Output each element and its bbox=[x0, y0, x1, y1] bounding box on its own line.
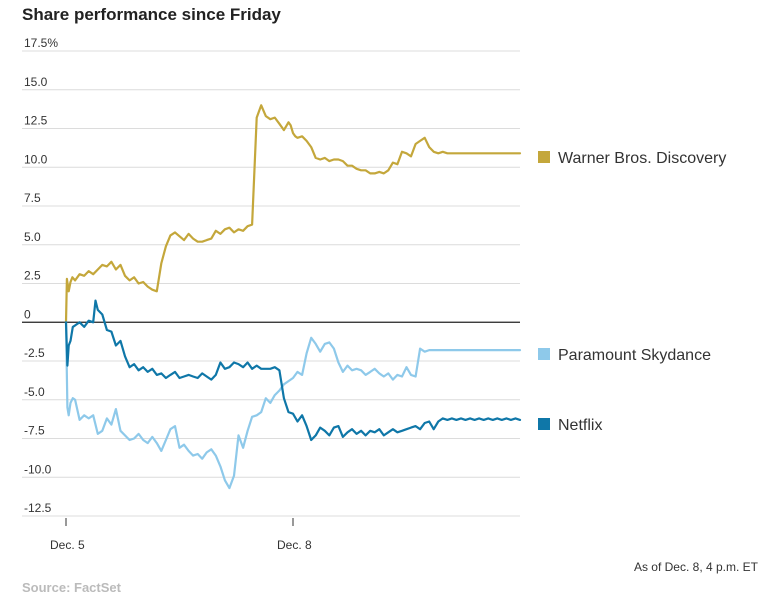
grid-lines bbox=[22, 50, 520, 517]
y-tick-label: 5.0 bbox=[24, 230, 41, 244]
series-line-paramount-skydance bbox=[64, 321, 522, 490]
series-lines bbox=[64, 104, 522, 490]
y-tick-label: -5.0 bbox=[24, 385, 45, 399]
series-line-warner-bros-discovery bbox=[64, 104, 522, 324]
y-tick-label: 7.5 bbox=[24, 191, 41, 205]
x-tick-label: Dec. 5 bbox=[50, 538, 85, 552]
y-tick-label: -7.5 bbox=[24, 424, 45, 438]
y-tick-label: -10.0 bbox=[24, 462, 52, 476]
x-tick-label: Dec. 8 bbox=[277, 538, 312, 552]
legend-label-paramount-skydance: Paramount Skydance bbox=[558, 347, 711, 364]
legend-swatch-netflix bbox=[538, 418, 550, 430]
source-note: Source: FactSet bbox=[22, 580, 122, 595]
y-tick-label: 15.0 bbox=[24, 75, 48, 89]
y-tick-label: 17.5% bbox=[24, 36, 58, 50]
legend: Warner Bros. Discovery Paramount Skydance… bbox=[538, 150, 726, 434]
y-tick-label: -2.5 bbox=[24, 346, 45, 360]
legend-label-warner-bros-discovery: Warner Bros. Discovery bbox=[558, 150, 726, 167]
x-axis-ticks: Dec. 5 Dec. 8 bbox=[50, 518, 312, 552]
legend-swatch-paramount-skydance bbox=[538, 348, 550, 360]
series-line-netflix bbox=[64, 299, 522, 442]
y-tick-label: 0 bbox=[24, 307, 31, 321]
y-axis-ticks: 17.5% 15.0 12.5 10.0 7.5 5.0 2.5 0 -2.5 -5.0 -7.5 -… bbox=[24, 36, 58, 515]
y-tick-label: 10.0 bbox=[24, 152, 48, 166]
y-tick-label: 2.5 bbox=[24, 269, 41, 283]
y-tick-label: -12.5 bbox=[24, 501, 52, 515]
timestamp-note: As of Dec. 8, 4 p.m. ET bbox=[634, 560, 759, 574]
legend-swatch-warner-bros-discovery bbox=[538, 151, 550, 163]
legend-label-netflix: Netflix bbox=[558, 417, 602, 434]
chart-title: Share performance since Friday bbox=[22, 5, 281, 24]
y-tick-label: 12.5 bbox=[24, 114, 48, 128]
